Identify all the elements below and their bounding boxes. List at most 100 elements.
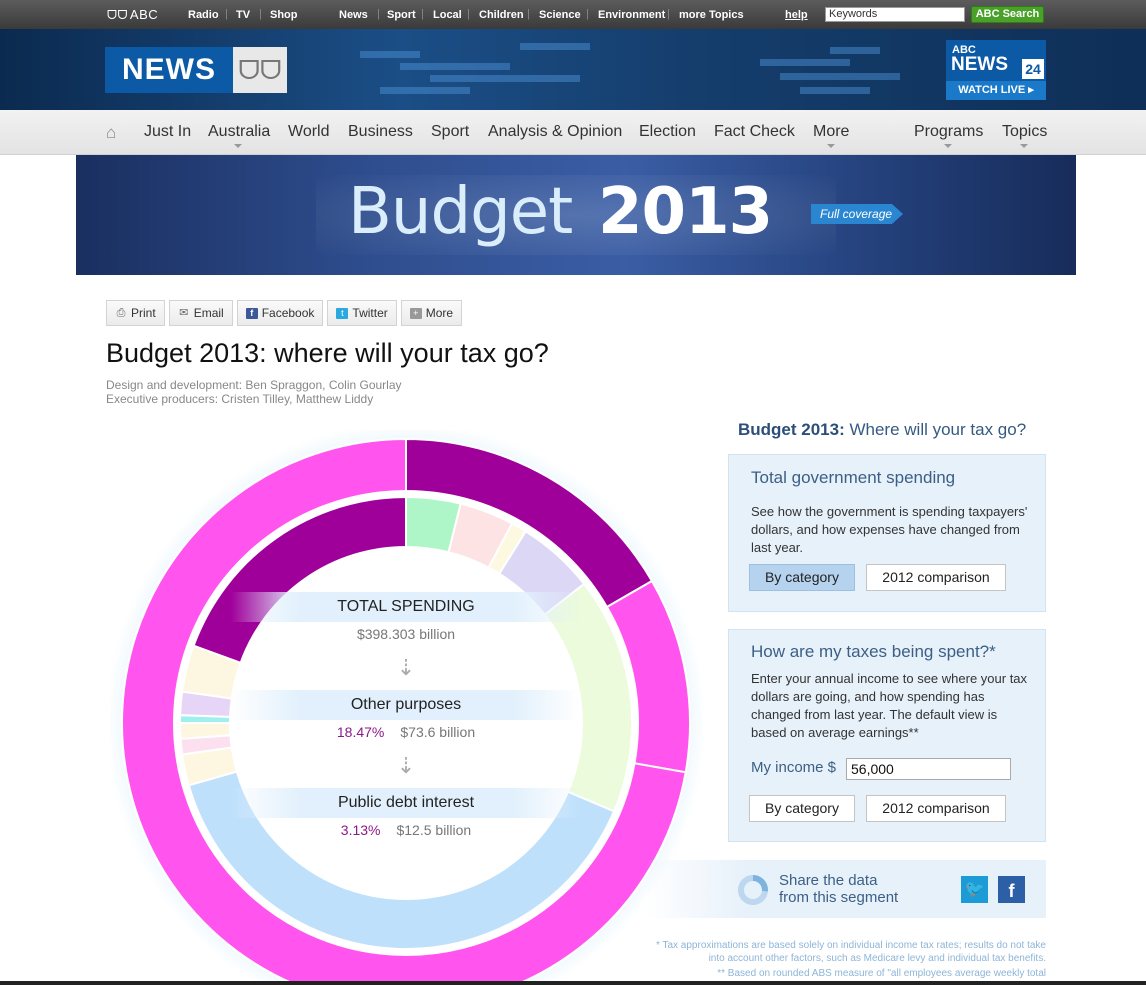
divider: | <box>527 8 530 20</box>
abc-logo[interactable]: ᗜᗜ ABC <box>107 7 158 23</box>
more-label: More <box>425 306 454 320</box>
abc24-number: 24 <box>1022 59 1044 79</box>
more-share-button[interactable]: + More <box>400 300 463 326</box>
inner-segment[interactable] <box>187 770 616 950</box>
facebook-share-icon[interactable]: f <box>998 876 1025 903</box>
income-input[interactable] <box>846 758 1011 780</box>
abc24-line1: ABC <box>952 44 976 56</box>
twitter-share-icon[interactable]: 🐦 <box>961 876 988 903</box>
share-data-line1: Share the data <box>779 872 878 889</box>
divider: | <box>467 8 470 20</box>
credits: Design and development: Ben Spraggon, Co… <box>106 378 402 406</box>
caret-down-icon <box>944 144 952 148</box>
spending-text: See how the government is spending taxpa… <box>751 504 1028 555</box>
nav-election[interactable]: Election <box>639 123 696 140</box>
level1-value: $73.6 billion <box>400 724 476 740</box>
nav-more[interactable]: More <box>813 123 850 140</box>
page-title: Budget 2013: where will your tax go? <box>106 338 549 368</box>
watch-live-button[interactable]: WATCH LIVE ▸ <box>946 81 1046 100</box>
nav-sport[interactable]: Sport <box>431 123 470 140</box>
email-button[interactable]: ✉ Email <box>168 300 233 326</box>
caret-down-icon <box>1020 144 1028 148</box>
full-coverage-link[interactable]: Full coverage <box>811 204 903 224</box>
topnav-local[interactable]: Local <box>433 9 462 21</box>
printer-icon: ⎙ <box>116 306 126 319</box>
level1-label[interactable]: Other purposes <box>231 690 581 720</box>
divider: | <box>259 8 262 20</box>
level2-label[interactable]: Public debt interest <box>231 788 581 818</box>
credit-design: Design and development: Ben Spraggon, Co… <box>106 378 402 392</box>
donut-mini-icon <box>738 875 768 905</box>
arrow-down-icon: ⇣ <box>396 655 416 680</box>
print-label: Print <box>131 306 156 320</box>
news-logo-text: NEWS <box>105 47 233 93</box>
income-comparison-2012-button[interactable]: 2012 comparison <box>866 795 1006 822</box>
inner-segment[interactable] <box>178 722 232 740</box>
spending-donut-chart[interactable] <box>110 430 710 985</box>
topnav-tv[interactable]: TV <box>236 9 251 21</box>
email-label: Email <box>193 306 224 320</box>
abc-search-button[interactable]: ABC Search <box>971 6 1044 23</box>
panel-title-rest: Where will your tax go? <box>844 420 1027 439</box>
bottom-edge <box>0 981 1146 985</box>
footnotes: * Tax approximations are based solely on… <box>640 939 1046 980</box>
arrow-down-icon: ⇣ <box>396 753 416 778</box>
topnav-environment[interactable]: Environment <box>598 9 666 21</box>
abc-top-bar: ᗜᗜ ABC Radio | TV | Shop News | Sport | L… <box>0 0 1146 29</box>
envelope-icon: ✉ <box>179 306 189 319</box>
abc-waves-icon: ᗜᗜ <box>107 8 128 22</box>
income-by-category-button[interactable]: By category <box>749 795 855 822</box>
news-logo[interactable]: NEWS ᗜᗜ <box>105 47 287 93</box>
facebook-button[interactable]: f Facebook <box>236 300 324 326</box>
twitter-label: Twitter <box>352 306 388 320</box>
divider: | <box>225 8 228 20</box>
nav-business[interactable]: Business <box>348 123 413 140</box>
topnav-radio[interactable]: Radio <box>188 9 219 21</box>
by-category-button[interactable]: By category <box>749 564 855 591</box>
topnav-children[interactable]: Children <box>479 9 524 21</box>
more-icon: + <box>409 307 422 319</box>
level2-pct: 3.13% <box>340 822 381 838</box>
outer-segment[interactable] <box>121 437 687 985</box>
comparison-2012-button[interactable]: 2012 comparison <box>866 564 1006 591</box>
credit-producers: Executive producers: Cristen Tilley, Mat… <box>106 392 374 406</box>
outer-ring[interactable] <box>121 437 691 985</box>
budget-banner[interactable]: Budget 2013 Full coverage <box>76 155 1076 275</box>
help-link[interactable]: help <box>785 9 808 21</box>
topnav-news[interactable]: News <box>339 9 368 21</box>
keyword-search-input[interactable]: Keywords <box>825 7 965 22</box>
topnav-science[interactable]: Science <box>539 9 581 21</box>
caret-down-icon <box>827 144 835 148</box>
twitter-icon: t <box>336 307 349 319</box>
nav-programs[interactable]: Programs <box>914 123 984 140</box>
caret-down-icon <box>234 144 242 148</box>
topnav-sport[interactable]: Sport <box>387 9 416 21</box>
donut-center-info: TOTAL SPENDING $398.303 billion ⇣ Other … <box>231 592 581 842</box>
topnav-shop[interactable]: Shop <box>270 9 298 21</box>
nav-world[interactable]: World <box>288 123 330 140</box>
divider: | <box>667 8 670 20</box>
twitter-button[interactable]: t Twitter <box>327 300 397 326</box>
share-data-bar: Share the data from this segment 🐦 f <box>646 860 1046 918</box>
nav-just-in[interactable]: Just In <box>144 123 192 140</box>
divider: | <box>377 8 380 20</box>
footnote-2: ** Based on rounded ABS measure of "all … <box>717 968 1046 979</box>
nav-topics[interactable]: Topics <box>1002 123 1048 140</box>
abc-emblem-icon: ᗜᗜ <box>233 47 287 93</box>
level1-pct: 18.47% <box>336 724 385 740</box>
abc-logo-text: ABC <box>129 7 159 22</box>
share-toolbar: ⎙ Print ✉ Email f Facebook t Twitter + More <box>106 300 466 326</box>
share-data-text[interactable]: Share the data from this segment <box>779 872 898 906</box>
main-nav: ⌂ Just In Australia World Business Sport… <box>0 110 1146 155</box>
print-button[interactable]: ⎙ Print <box>106 300 165 326</box>
nav-analysis-opinion[interactable]: Analysis & Opinion <box>488 123 623 140</box>
nav-fact-check[interactable]: Fact Check <box>714 123 795 140</box>
abc-news-24-logo[interactable]: ABC NEWS 24 WATCH LIVE ▸ <box>946 40 1046 100</box>
topnav-more-topics[interactable]: more Topics <box>679 9 744 21</box>
taxes-text: Enter your annual income to see where yo… <box>751 671 1028 740</box>
income-label: My income $ <box>751 759 837 776</box>
nav-australia[interactable]: Australia <box>208 123 271 140</box>
spending-heading: Total government spending <box>751 468 956 487</box>
home-icon[interactable]: ⌂ <box>106 123 117 142</box>
banner-title-light: Budget <box>348 175 573 249</box>
